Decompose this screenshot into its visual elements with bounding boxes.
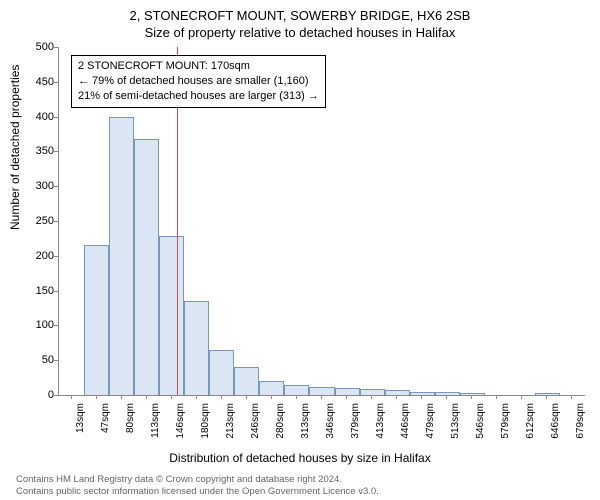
xtick-label: 612sqm [525, 403, 536, 447]
ytick-mark [54, 325, 58, 326]
footer-line2: Contains public sector information licen… [16, 486, 379, 498]
ytick-label: 500 [14, 41, 54, 53]
xtick-mark [396, 395, 397, 399]
ytick-mark [54, 291, 58, 292]
xtick-label: 213sqm [225, 403, 236, 447]
xtick-label: 479sqm [425, 403, 436, 447]
annotation-line2: ← 79% of detached houses are smaller (1,… [78, 74, 319, 89]
histogram-bar [335, 388, 360, 395]
ytick-mark [54, 117, 58, 118]
annotation-box: 2 STONECROFT MOUNT: 170sqm ← 79% of deta… [71, 55, 326, 108]
xtick-mark [71, 395, 72, 399]
histogram-bar [259, 381, 284, 395]
footer-text: Contains HM Land Registry data © Crown c… [16, 474, 379, 498]
xtick-mark [196, 395, 197, 399]
xtick-label: 47sqm [100, 403, 111, 447]
ytick-mark [54, 186, 58, 187]
xtick-label: 146sqm [175, 403, 186, 447]
xtick-label: 446sqm [400, 403, 411, 447]
xtick-mark [471, 395, 472, 399]
xtick-label: 646sqm [550, 403, 561, 447]
ytick-label: 100 [14, 319, 54, 331]
ytick-mark [54, 256, 58, 257]
ytick-label: 450 [14, 76, 54, 88]
histogram-bar [84, 245, 109, 395]
ytick-mark [54, 82, 58, 83]
annotation-line1: 2 STONECROFT MOUNT: 170sqm [78, 59, 319, 74]
xtick-mark [171, 395, 172, 399]
ytick-label: 150 [14, 285, 54, 297]
xtick-label: 280sqm [275, 403, 286, 447]
xtick-mark [346, 395, 347, 399]
ytick-label: 400 [14, 111, 54, 123]
xtick-label: 180sqm [200, 403, 211, 447]
xtick-mark [146, 395, 147, 399]
chart-title-line1: 2, STONECROFT MOUNT, SOWERBY BRIDGE, HX6… [0, 8, 600, 23]
histogram-bar [234, 367, 259, 395]
xtick-mark [571, 395, 572, 399]
histogram-bar [209, 350, 234, 395]
xtick-label: 546sqm [475, 403, 486, 447]
xtick-label: 246sqm [250, 403, 261, 447]
xtick-label: 313sqm [300, 403, 311, 447]
histogram-bar [284, 385, 309, 395]
annotation-line3: 21% of semi-detached houses are larger (… [78, 89, 319, 104]
ytick-mark [54, 395, 58, 396]
histogram-bar [109, 117, 134, 395]
ytick-label: 0 [14, 389, 54, 401]
xtick-mark [296, 395, 297, 399]
xtick-mark [221, 395, 222, 399]
xtick-mark [321, 395, 322, 399]
footer-line1: Contains HM Land Registry data © Crown c… [16, 474, 379, 486]
ytick-mark [54, 221, 58, 222]
histogram-bar [309, 387, 334, 395]
chart-title-line2: Size of property relative to detached ho… [0, 25, 600, 40]
histogram-bar [159, 236, 184, 395]
chart-container: 2, STONECROFT MOUNT, SOWERBY BRIDGE, HX6… [0, 0, 600, 500]
ytick-label: 250 [14, 215, 54, 227]
xtick-label: 13sqm [75, 403, 86, 447]
ytick-label: 350 [14, 145, 54, 157]
histogram-bar [184, 301, 209, 395]
xtick-mark [371, 395, 372, 399]
xtick-mark [246, 395, 247, 399]
xtick-label: 346sqm [325, 403, 336, 447]
xtick-mark [546, 395, 547, 399]
xtick-mark [121, 395, 122, 399]
xtick-mark [271, 395, 272, 399]
ytick-label: 50 [14, 354, 54, 366]
plot-area: 2 STONECROFT MOUNT: 170sqm ← 79% of deta… [58, 47, 585, 396]
xtick-label: 113sqm [150, 403, 161, 447]
xtick-label: 679sqm [575, 403, 586, 447]
ytick-mark [54, 151, 58, 152]
xtick-label: 413sqm [375, 403, 386, 447]
xtick-mark [521, 395, 522, 399]
xtick-mark [496, 395, 497, 399]
x-axis-label: Distribution of detached houses by size … [0, 451, 600, 465]
xtick-label: 80sqm [125, 403, 136, 447]
ytick-label: 200 [14, 250, 54, 262]
ytick-label: 300 [14, 180, 54, 192]
histogram-bar [134, 139, 159, 395]
xtick-mark [96, 395, 97, 399]
xtick-mark [446, 395, 447, 399]
xtick-label: 513sqm [450, 403, 461, 447]
xtick-label: 579sqm [500, 403, 511, 447]
ytick-mark [54, 360, 58, 361]
ytick-mark [54, 47, 58, 48]
xtick-mark [421, 395, 422, 399]
xtick-label: 379sqm [350, 403, 361, 447]
